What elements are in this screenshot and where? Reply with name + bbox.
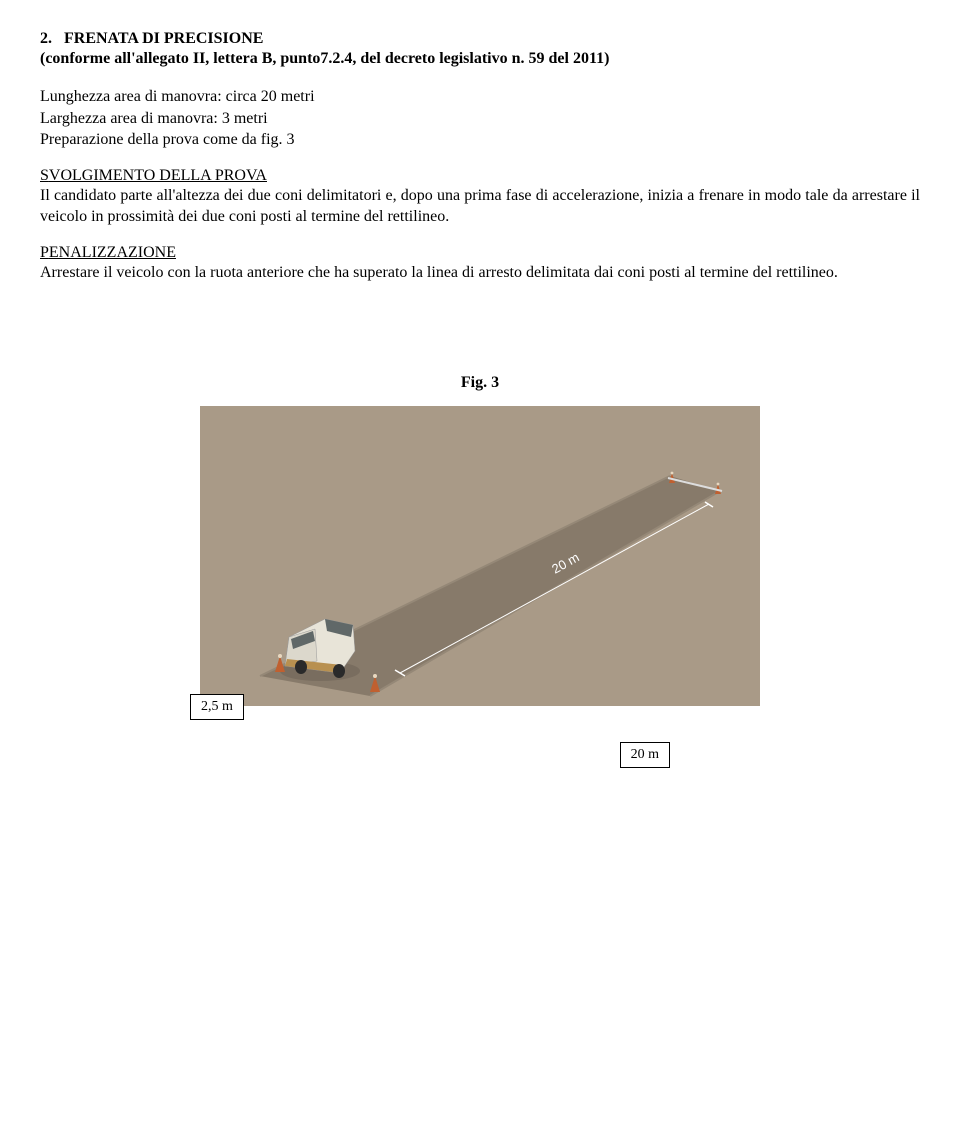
penalizzazione-heading-rest: ENALIZZAZIONE bbox=[49, 244, 176, 261]
figure-container: 20 m 2,5 m 20 m bbox=[200, 406, 760, 706]
cone-top bbox=[278, 654, 282, 658]
penalizzazione-block: PENALIZZAZIONE Arrestare il veicolo con … bbox=[40, 244, 920, 284]
parameters-block: Lunghezza area di manovra: circa 20 metr… bbox=[40, 86, 920, 151]
section-subtitle: (conforme all'allegato II, lettera B, pu… bbox=[40, 50, 920, 68]
van-wheel-rear bbox=[295, 660, 307, 674]
svolgimento-heading-first: S bbox=[40, 167, 49, 184]
cone-top bbox=[717, 482, 720, 485]
param-width: Larghezza area di manovra: 3 metri bbox=[40, 108, 920, 130]
dimension-length-box: 20 m bbox=[620, 742, 670, 768]
dimension-width-text: 2,5 m bbox=[201, 699, 233, 714]
cone-top bbox=[671, 471, 674, 474]
svolgimento-text: Il candidato parte all'altezza dei due c… bbox=[40, 185, 920, 228]
cone-top bbox=[373, 674, 377, 678]
svolgimento-block: SVOLGIMENTO DELLA PROVA Il candidato par… bbox=[40, 167, 920, 228]
van-wheel-front bbox=[333, 664, 345, 678]
svolgimento-heading-rest: VOLGIMENTO DELLA PROVA bbox=[49, 167, 267, 184]
penalizzazione-heading: PENALIZZAZIONE bbox=[40, 244, 920, 262]
figure-label: Fig. 3 bbox=[40, 374, 920, 392]
bottom-spacer bbox=[40, 706, 920, 796]
section-title-text: FRENATA DI PRECISIONE bbox=[64, 30, 263, 47]
figure-svg: 20 m bbox=[200, 406, 760, 706]
dimension-length-text: 20 m bbox=[631, 747, 659, 762]
param-prep: Preparazione della prova come da fig. 3 bbox=[40, 129, 920, 151]
penalizzazione-text: Arrestare il veicolo con la ruota anteri… bbox=[40, 262, 920, 284]
svolgimento-heading: SVOLGIMENTO DELLA PROVA bbox=[40, 167, 920, 185]
section-title: 2. FRENATA DI PRECISIONE bbox=[40, 30, 920, 48]
section-number: 2. bbox=[40, 30, 52, 47]
penalizzazione-heading-first: P bbox=[40, 244, 49, 261]
param-length: Lunghezza area di manovra: circa 20 metr… bbox=[40, 86, 920, 108]
ground-rect bbox=[200, 406, 760, 706]
dimension-width-box: 2,5 m bbox=[190, 694, 244, 720]
